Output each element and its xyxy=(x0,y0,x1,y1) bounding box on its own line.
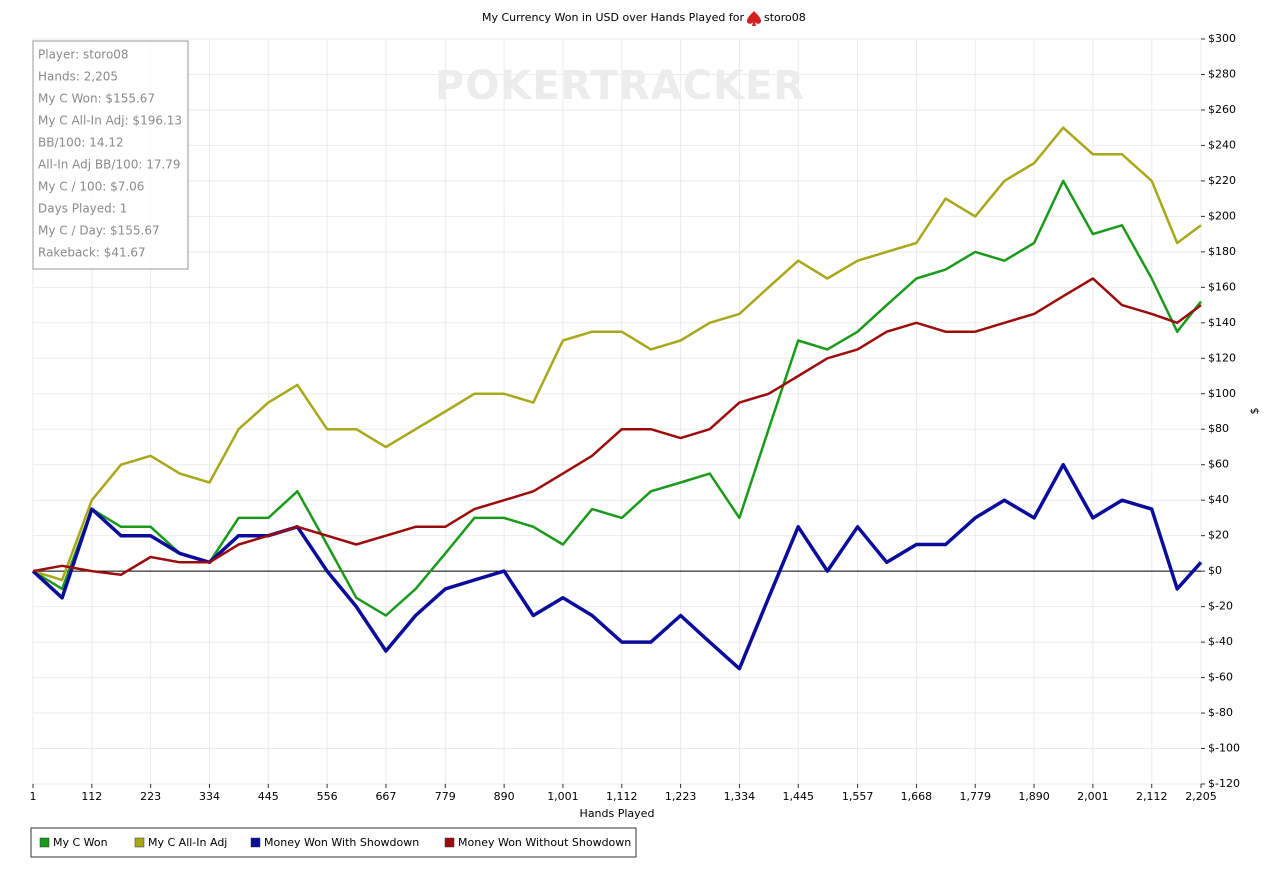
x-tick-label: 223 xyxy=(140,790,161,803)
y-tick-label: $100 xyxy=(1208,387,1236,400)
x-tick-label: 890 xyxy=(494,790,515,803)
series-line xyxy=(31,462,1203,671)
legend-label: My C All-In Adj xyxy=(148,836,227,849)
y-tick-label: $60 xyxy=(1208,458,1229,471)
y-tick-label: $240 xyxy=(1208,138,1236,151)
series-line xyxy=(32,179,1202,617)
legend-label: Money Won Without Showdown xyxy=(458,836,631,849)
legend-swatch xyxy=(134,837,145,848)
x-tick-label: 1,668 xyxy=(901,790,933,803)
info-line: BB/100: 14.12 xyxy=(38,136,124,150)
y-tick-label: $80 xyxy=(1208,422,1229,435)
y-tick-label: $300 xyxy=(1208,32,1236,45)
series-line xyxy=(32,277,1202,576)
y-tick-label: $-60 xyxy=(1208,671,1233,684)
legend-swatch xyxy=(39,837,50,848)
x-tick-label: 1,890 xyxy=(1018,790,1050,803)
x-tick-label: 334 xyxy=(199,790,220,803)
x-tick-label: 1,445 xyxy=(782,790,814,803)
x-tick-label: 1,557 xyxy=(842,790,874,803)
x-tick-label: 779 xyxy=(435,790,456,803)
x-tick-label: 445 xyxy=(258,790,279,803)
info-line: My C / 100: $7.06 xyxy=(38,180,144,194)
x-tick-label: 1,112 xyxy=(606,790,638,803)
x-tick-label: 112 xyxy=(81,790,102,803)
x-tick-label: 2,001 xyxy=(1077,790,1109,803)
y-tick-label: $160 xyxy=(1208,280,1236,293)
y-tick-label: $-100 xyxy=(1208,742,1240,755)
x-tick-label: 1,334 xyxy=(724,790,756,803)
chart-title: My Currency Won in USD over Hands Played… xyxy=(482,11,745,24)
y-axis-label: $ xyxy=(1248,408,1261,415)
info-line: Player: storo08 xyxy=(38,48,129,62)
y-tick-label: $280 xyxy=(1208,67,1236,80)
y-tick-label: $140 xyxy=(1208,316,1236,329)
y-tick-label: $260 xyxy=(1208,103,1236,116)
y-tick-label: $-80 xyxy=(1208,706,1233,719)
info-line: My C All-In Adj: $196.13 xyxy=(38,114,182,128)
player-name: storo08 xyxy=(764,11,806,24)
ticks: $300 $280 $260 $240 $220 $200 $180 $160 $140 $120… xyxy=(30,32,1240,803)
watermark: POKERTRACKER xyxy=(435,63,805,109)
y-tick-label: $-120 xyxy=(1208,777,1240,790)
spade-icon xyxy=(747,11,761,26)
y-tick-label: $-40 xyxy=(1208,635,1233,648)
x-tick-label: 556 xyxy=(317,790,338,803)
info-line: All-In Adj BB/100: 17.79 xyxy=(38,158,181,172)
info: Player: storo08 Hands: 2,205 My C Won: $15… xyxy=(38,48,182,260)
y-tick-label: $-20 xyxy=(1208,600,1233,613)
legend-swatch xyxy=(250,837,261,848)
legend-label: My C Won xyxy=(53,836,108,849)
info-line: Hands: 2,205 xyxy=(38,70,118,84)
y-tick-label: $220 xyxy=(1208,174,1236,187)
x-tick-label: 1,223 xyxy=(665,790,697,803)
x-axis-label: Hands Played xyxy=(580,807,655,820)
y-tick-label: $180 xyxy=(1208,245,1236,258)
x-tick-label: 2,205 xyxy=(1185,790,1217,803)
info-line: My C Won: $155.67 xyxy=(38,92,155,106)
lines xyxy=(31,126,1203,671)
y-tick-label: $200 xyxy=(1208,209,1236,222)
info-line: Rakeback: $41.67 xyxy=(38,246,146,260)
y-tick-label: $40 xyxy=(1208,493,1229,506)
series-line xyxy=(32,126,1202,582)
x-tick-label: 667 xyxy=(375,790,396,803)
plot-area xyxy=(32,38,1202,785)
x-tick-label: 2,112 xyxy=(1136,790,1168,803)
y-tick-label: $0 xyxy=(1208,564,1222,577)
legend-swatch xyxy=(444,837,455,848)
legend-label: Money Won With Showdown xyxy=(264,836,419,849)
info-line: Days Played: 1 xyxy=(38,202,127,216)
x-tick-label: 1,001 xyxy=(547,790,579,803)
info-box xyxy=(32,40,189,270)
y-tick-label: $120 xyxy=(1208,351,1236,364)
legend: My C Won My C All-In Adj Money Won With Sh… xyxy=(39,836,631,849)
info-line: My C / Day: $155.67 xyxy=(38,224,160,238)
x-tick-label: 1 xyxy=(30,790,37,803)
x-tick-label: 1,779 xyxy=(959,790,991,803)
y-tick-label: $20 xyxy=(1208,529,1229,542)
legend-box xyxy=(30,827,637,858)
